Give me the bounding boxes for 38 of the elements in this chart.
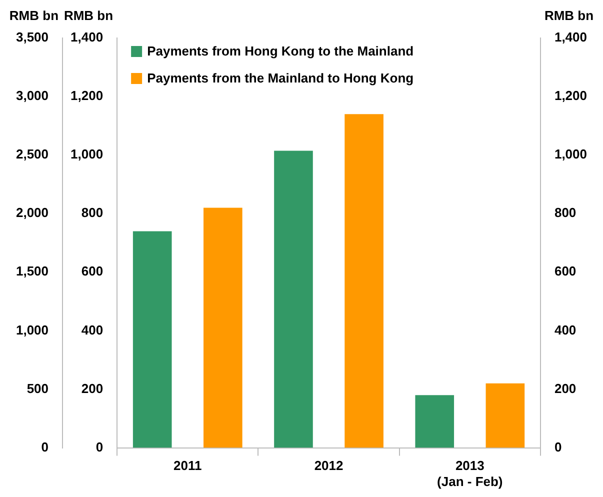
y2-tick-label: 1,400 (554, 30, 588, 45)
y-axis-title: RMB bn (64, 8, 114, 23)
y-tick-label: 1,000 (70, 146, 104, 162)
legend-label: Payments from the Mainland to Hong Kong (147, 70, 414, 86)
y3-axis-title: RMB bn (9, 8, 59, 23)
bar (204, 208, 242, 448)
y3-tick-label: 2,000 (16, 205, 49, 220)
y-tick-label: 400 (81, 322, 104, 338)
y3-tick-label: 1,000 (16, 322, 49, 338)
legend-label: Payments from Hong Kong to the Mainland (147, 44, 414, 59)
x-tick-label: 2012 (314, 458, 344, 474)
y2-tick-label: 1,200 (554, 88, 588, 104)
y2-tick-label: 0 (554, 439, 562, 454)
y2-tick-label: 200 (554, 380, 576, 396)
x-tick-label: 2013 (Jan - Feb) (437, 458, 503, 489)
bar (132, 231, 172, 448)
bar (274, 150, 313, 448)
y-tick-label: 200 (81, 380, 104, 396)
y-tick-label: 1,400 (70, 30, 104, 45)
bar (486, 383, 525, 448)
y3-tick-label: 2,500 (16, 146, 49, 162)
y3-tick-label: 500 (26, 380, 49, 396)
x-tick-label: 2011 (174, 458, 202, 474)
y2-axis-title: RMB bn (544, 8, 594, 23)
y-tick-label: 600 (81, 264, 104, 279)
y-tick-label: 800 (81, 205, 104, 220)
y3-tick-label: 3,500 (16, 30, 49, 45)
y2-tick-label: 600 (554, 264, 576, 279)
y3-tick-label: 0 (41, 439, 49, 454)
bar (344, 114, 384, 448)
bar (415, 395, 454, 448)
y3-tick-label: 3,000 (16, 88, 49, 104)
y2-tick-label: 1,000 (554, 146, 588, 162)
y2-tick-label: 400 (554, 322, 576, 338)
y-tick-label: 1,200 (70, 88, 104, 104)
y2-tick-label: 800 (554, 205, 576, 220)
y-tick-label: 0 (96, 439, 104, 454)
y3-tick-label: 1,500 (16, 264, 49, 279)
